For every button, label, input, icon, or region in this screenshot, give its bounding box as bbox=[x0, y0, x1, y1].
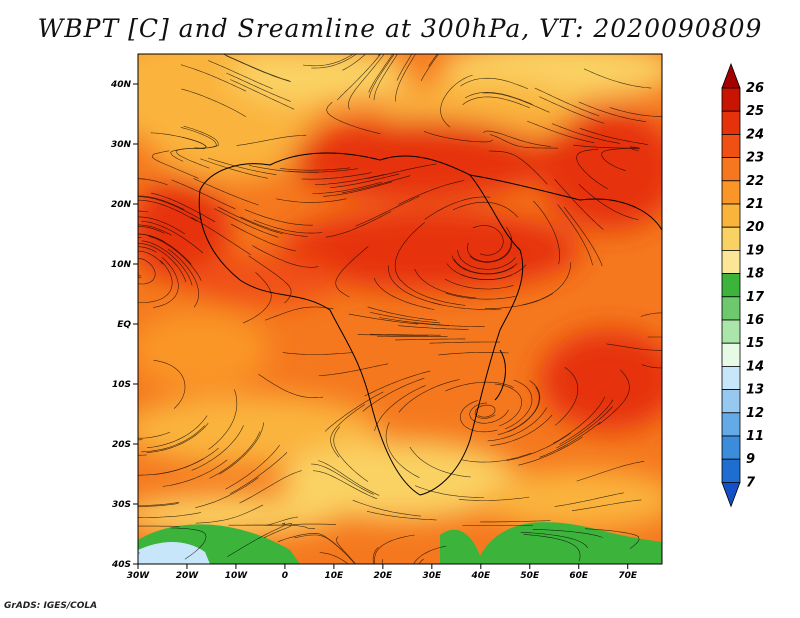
lon-tick-label: 30E bbox=[422, 571, 442, 581]
map-frame bbox=[137, 53, 663, 565]
colorbar-segment bbox=[721, 87, 741, 112]
colorbar-label: 14 bbox=[746, 359, 764, 374]
latitude-axis: 40N 30N 20N 10N EQ 10S 20S 30S 40S bbox=[110, 80, 138, 570]
lat-tick-label: 20S bbox=[112, 440, 131, 450]
colorbar-label: 19 bbox=[746, 243, 764, 258]
lat-tick-label: 40S bbox=[111, 560, 131, 570]
wbpt-field bbox=[138, 54, 662, 564]
lon-tick-label: 10W bbox=[225, 571, 249, 581]
colorbar-label: 9 bbox=[746, 452, 755, 467]
lon-tick-label: 20W bbox=[176, 571, 200, 581]
lat-tick-label: 20N bbox=[111, 200, 132, 210]
colorbar-label: 16 bbox=[746, 313, 764, 328]
colorbar-segment bbox=[721, 273, 741, 298]
lat-tick-label: 10S bbox=[112, 380, 131, 390]
lat-tick-label: 30S bbox=[112, 500, 131, 510]
grads-credit: GrADS: IGES/COLA bbox=[4, 601, 98, 611]
lon-tick-label: 30W bbox=[127, 571, 151, 581]
colorbar-segment bbox=[721, 180, 741, 205]
colorbar-label: 11 bbox=[746, 429, 764, 444]
colorbar-segment bbox=[721, 365, 741, 390]
colorbar-label: 13 bbox=[746, 383, 764, 398]
colorbar-segment bbox=[721, 157, 741, 182]
lon-tick-label: 50E bbox=[520, 571, 540, 581]
colorbar-segment bbox=[721, 458, 741, 483]
colorbar-top-triangle bbox=[721, 62, 741, 89]
colorbar-segment bbox=[721, 249, 741, 274]
lat-tick-label: 30N bbox=[111, 140, 132, 150]
lon-tick-label: 70E bbox=[618, 571, 638, 581]
colorbar-label: 25 bbox=[746, 104, 764, 119]
colorbar-segment bbox=[721, 110, 741, 135]
colorbar-segment bbox=[721, 226, 741, 251]
colorbar-label: 23 bbox=[746, 151, 764, 166]
lon-tick-label: 60E bbox=[569, 571, 589, 581]
colorbar-label: 20 bbox=[746, 220, 764, 235]
map-title: WBPT [C] and Sreamline at 300hPa, VT: 20… bbox=[37, 14, 763, 43]
lat-tick-label: 10N bbox=[111, 260, 132, 270]
colorbar-segment bbox=[721, 412, 741, 437]
longitude-axis: 30W 20W 10W 0 10E 20E 30E 40E 50E 60E 70E bbox=[127, 564, 638, 581]
colorbar-label: 7 bbox=[746, 475, 756, 490]
lon-tick-label: 10E bbox=[325, 571, 345, 581]
colorbar-bottom-triangle bbox=[721, 481, 741, 508]
colorbar-label: 21 bbox=[746, 197, 764, 212]
colorbar-label: 12 bbox=[746, 406, 764, 421]
colorbar-label: 15 bbox=[746, 336, 764, 351]
colorbar-label: 22 bbox=[746, 174, 764, 189]
colorbar-label: 18 bbox=[746, 267, 764, 282]
colorbar-segment bbox=[721, 203, 741, 228]
colorbar-segment bbox=[721, 319, 741, 344]
lat-tick-label: EQ bbox=[117, 320, 131, 330]
colorbar-segment bbox=[721, 342, 741, 367]
lon-tick-label: 0 bbox=[282, 571, 288, 581]
colorbar-segment bbox=[721, 296, 741, 321]
lat-tick-label: 40N bbox=[110, 80, 132, 90]
colorbar-label: 17 bbox=[746, 290, 765, 305]
colorbar-label: 26 bbox=[746, 81, 764, 96]
colorbar: 26 25 24 23 22 21 20 19 18 17 16 15 14 13 12 11 9 7 bbox=[721, 62, 765, 508]
colorbar-segment bbox=[721, 389, 741, 414]
lon-tick-label: 20E bbox=[374, 571, 394, 581]
colorbar-segment bbox=[721, 133, 741, 158]
colorbar-label: 24 bbox=[746, 127, 764, 142]
colorbar-segment bbox=[721, 435, 741, 460]
lon-tick-label: 40E bbox=[470, 571, 491, 581]
